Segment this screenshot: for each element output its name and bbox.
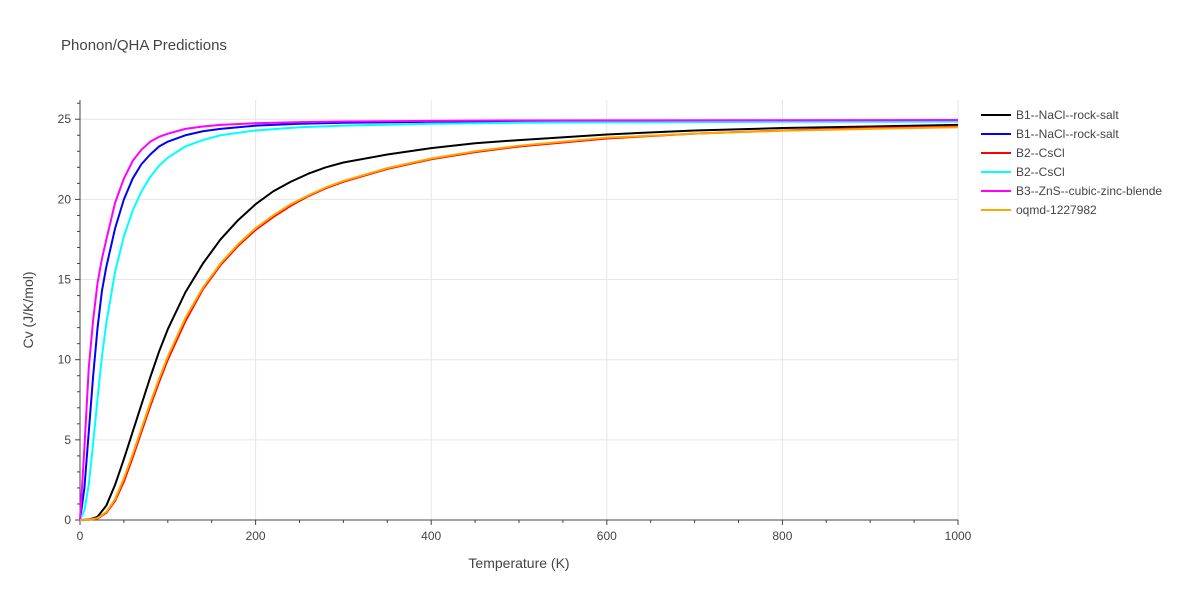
chart-title: Phonon/QHA Predictions xyxy=(61,37,227,54)
x-tick-label: 600 xyxy=(597,529,617,543)
legend-item[interactable]: oqmd-1227982 xyxy=(981,203,1097,217)
legend-item[interactable]: B3--ZnS--cubic-zinc-blende xyxy=(981,184,1162,198)
series-line-3 xyxy=(79,125,959,521)
series-line-2 xyxy=(79,119,959,521)
y-axis-title: Cv (J/K/mol) xyxy=(20,272,36,349)
x-axis-title: Temperature (K) xyxy=(468,555,569,571)
x-tick-label: 200 xyxy=(246,529,266,543)
legend[interactable]: B1--NaCl--rock-salt B1--NaCl--rock-salt B2… xyxy=(981,108,1162,217)
y-tick-label: 25 xyxy=(58,112,72,126)
x-tick-label: 800 xyxy=(772,529,792,543)
series-line-1 xyxy=(79,123,959,521)
series-line-5 xyxy=(79,119,959,521)
axes: 0 200 400 600 800 1000 0 5 10 15 20 25 xyxy=(58,100,972,543)
legend-item[interactable]: B2--CsCl xyxy=(981,146,1065,160)
legend-label: B1--NaCl--rock-salt xyxy=(1016,127,1119,141)
legend-item[interactable]: B2--CsCl xyxy=(981,165,1065,179)
legend-label: oqmd-1227982 xyxy=(1016,203,1097,217)
legend-label: B2--CsCl xyxy=(1016,165,1065,179)
series-line-4 xyxy=(79,120,959,521)
legend-item[interactable]: B1--NaCl--rock-salt xyxy=(981,108,1119,122)
x-tick-label: 0 xyxy=(77,529,84,543)
y-tick-label: 5 xyxy=(64,433,71,447)
y-tick-label: 15 xyxy=(58,273,72,287)
y-tick-label: 0 xyxy=(64,513,71,527)
legend-label: B1--NaCl--rock-salt xyxy=(1016,108,1119,122)
x-tick-label: 1000 xyxy=(945,529,972,543)
grid xyxy=(80,100,959,520)
series-line-6 xyxy=(79,126,959,521)
legend-item[interactable]: B1--NaCl--rock-salt xyxy=(981,127,1119,141)
legend-label: B2--CsCl xyxy=(1016,146,1065,160)
y-tick-label: 20 xyxy=(58,192,72,206)
plot-area xyxy=(79,119,959,521)
legend-label: B3--ZnS--cubic-zinc-blende xyxy=(1016,184,1162,198)
y-tick-label: 10 xyxy=(58,353,72,367)
x-tick-label: 400 xyxy=(421,529,441,543)
